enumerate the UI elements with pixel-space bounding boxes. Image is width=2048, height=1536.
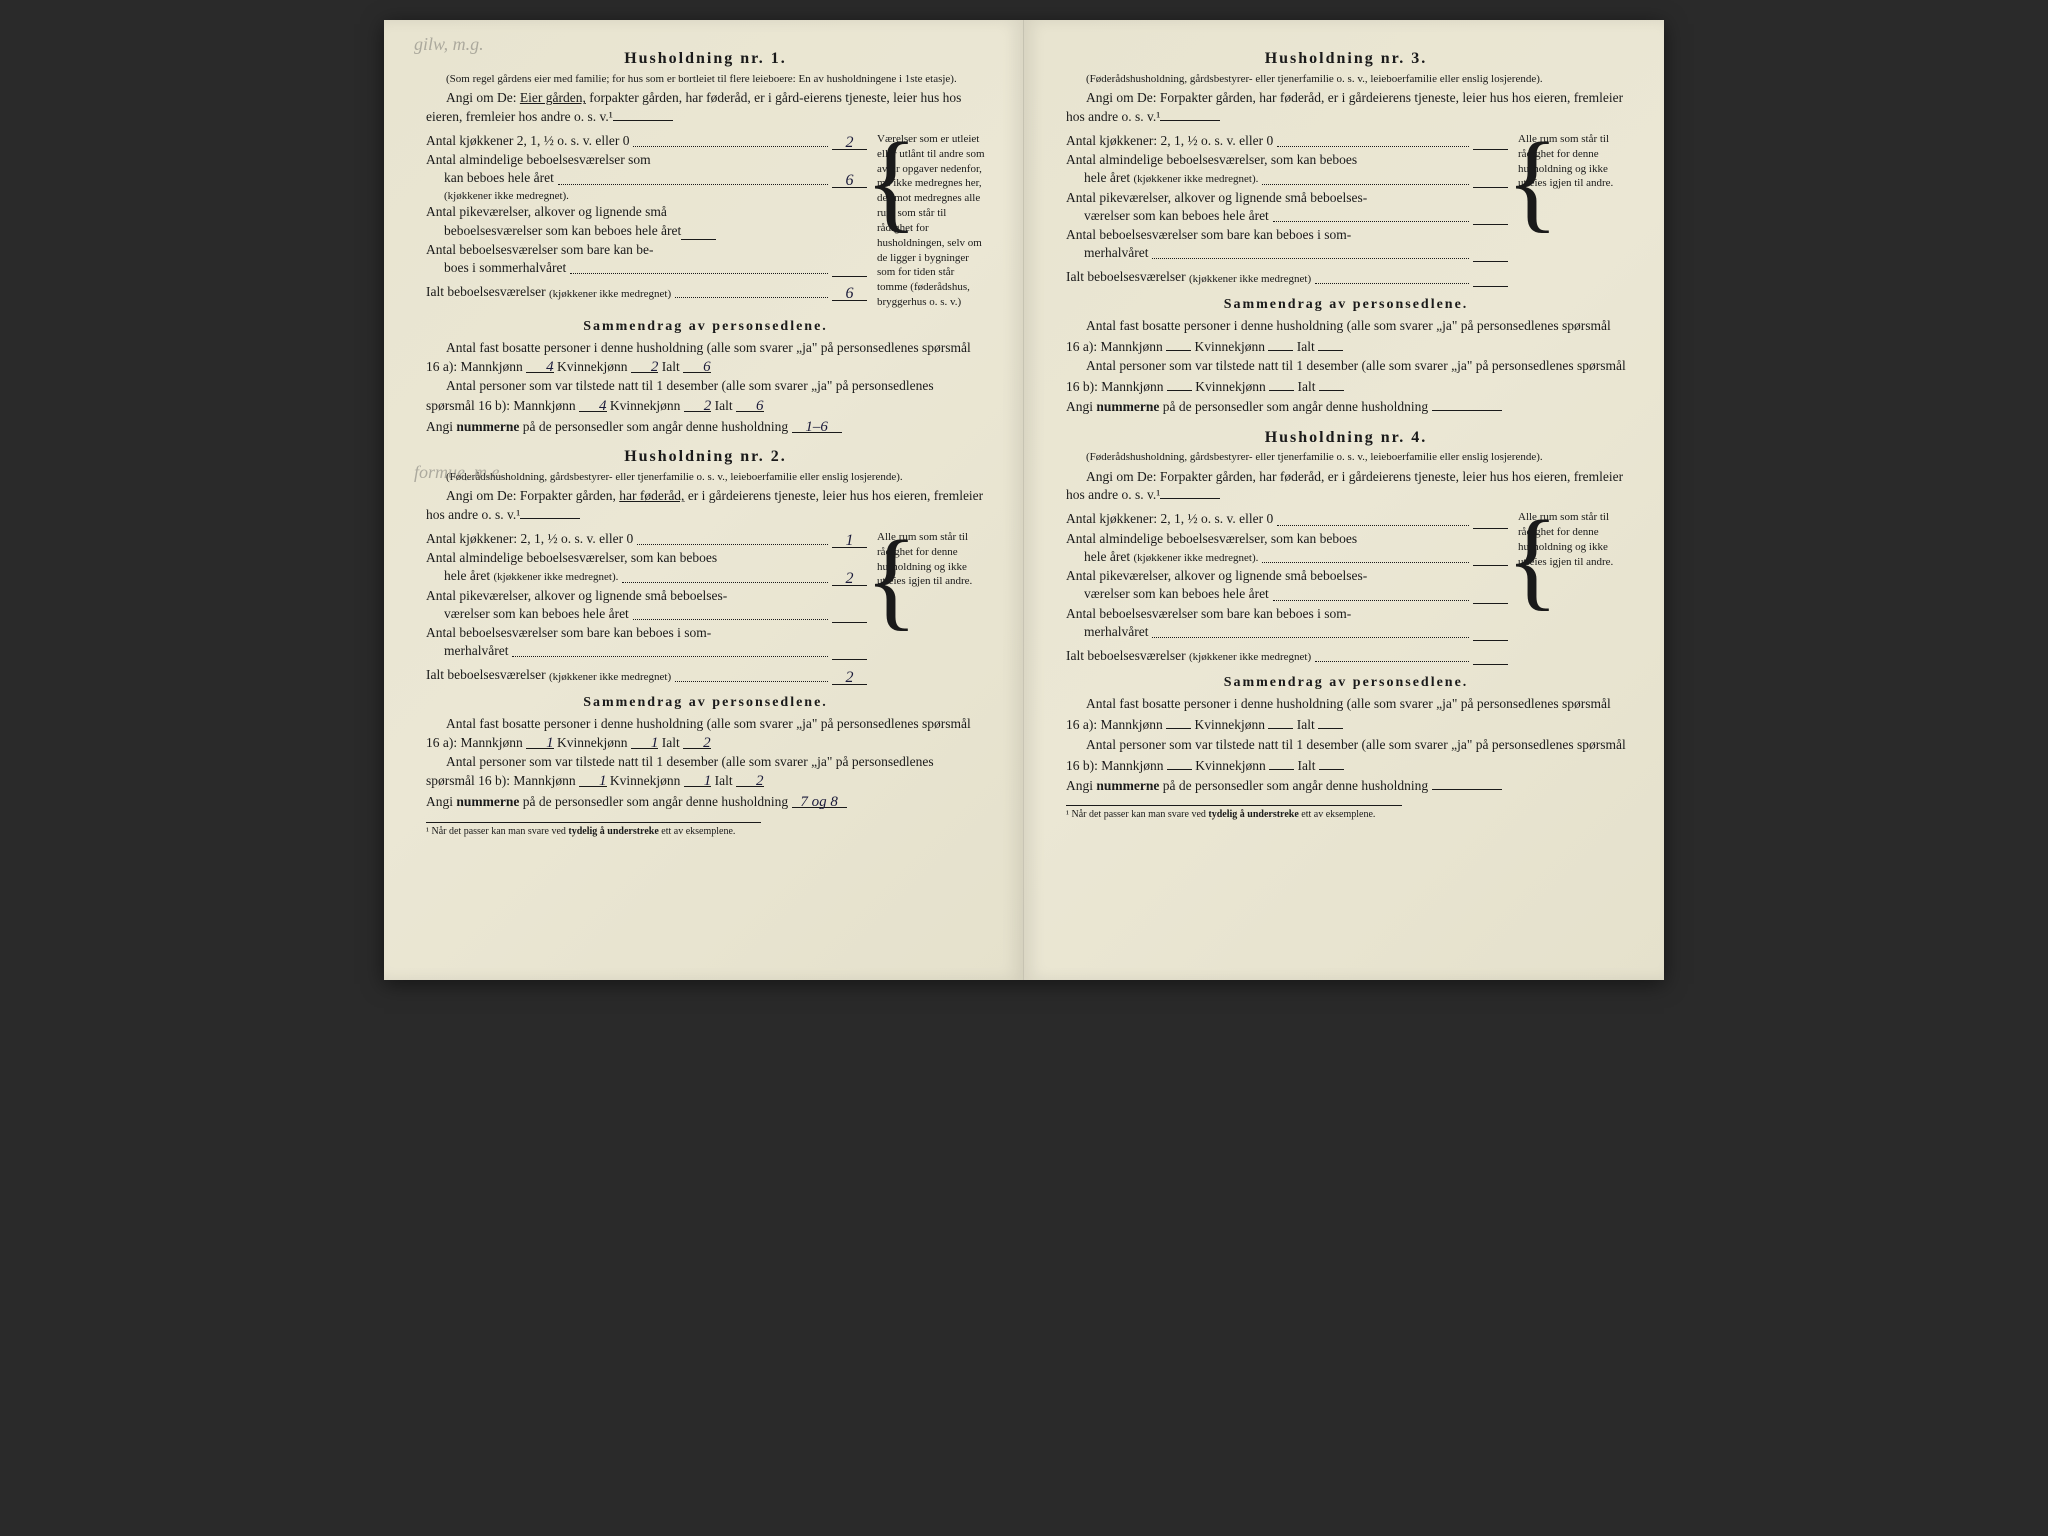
h1-rows: Antal kjøkkener 2, 1, ½ o. s. v. eller 0… (426, 132, 985, 310)
h1-sidenote: {Værelser som er utleiet eller utlånt ti… (867, 132, 985, 310)
h2-sum-title: Sammendrag av personsedlene. (426, 694, 985, 713)
h1-title: Husholdning nr. 1. (426, 48, 985, 70)
row-rooms: Antal almindelige beboelsesværelser som (426, 151, 867, 169)
h2-sidenote: {Alle rum som står til rådighet for denn… (867, 530, 985, 686)
page-right: Husholdning nr. 3. (Føderådshusholdning,… (1024, 20, 1664, 980)
h3-title: Husholdning nr. 3. (1066, 48, 1626, 70)
footnote-right: ¹ Når det passer kan man svare ved tydel… (1066, 805, 1402, 822)
pencil-note-1: gilw, m.g. (414, 32, 484, 56)
row-maid: Antal pikeværelser, alkover og lignende … (426, 203, 867, 221)
h2-sub: (Føderådshusholdning, gårdsbestyrer- ell… (426, 470, 985, 485)
h2-rows: Antal kjøkkener: 2, 1, ½ o. s. v. eller … (426, 530, 985, 686)
h2-title: Husholdning nr. 2. (426, 446, 985, 468)
h1-sum1: Antal fast bosatte personer i denne hush… (426, 339, 985, 376)
h4-title: Husholdning nr. 4. (1066, 427, 1626, 449)
row-total: Ialt beboelsesværelser (kjøkkener ikke m… (426, 283, 867, 301)
household-4: Husholdning nr. 4. (Føderådshusholdning,… (1066, 427, 1626, 796)
household-2: Husholdning nr. 2. (Føderådshusholdning,… (426, 446, 985, 812)
h1-sub: (Som regel gårdens eier med familie; for… (426, 72, 985, 87)
pencil-note-2: formue, m.e. (414, 460, 504, 484)
household-1: Husholdning nr. 1. (Som regel gårdens ei… (426, 48, 985, 436)
h1-sum-title: Sammendrag av personsedlene. (426, 318, 985, 337)
page-left: gilw, m.g. Husholdning nr. 1. (Som regel… (384, 20, 1024, 980)
row-kitchens: Antal kjøkkener 2, 1, ½ o. s. v. eller 0… (426, 132, 867, 150)
footnote-left: ¹ Når det passer kan man svare ved tydel… (426, 822, 761, 839)
household-3: Husholdning nr. 3. (Føderådshusholdning,… (1066, 48, 1626, 417)
row-summer: Antal beboelsesværelser som bare kan be- (426, 241, 867, 259)
h1-numbers: Angi nummerne på de personsedler som ang… (426, 417, 985, 436)
h1-sum2: Antal personer som var tilstede natt til… (426, 377, 985, 414)
census-form: gilw, m.g. Husholdning nr. 1. (Som regel… (384, 20, 1664, 980)
